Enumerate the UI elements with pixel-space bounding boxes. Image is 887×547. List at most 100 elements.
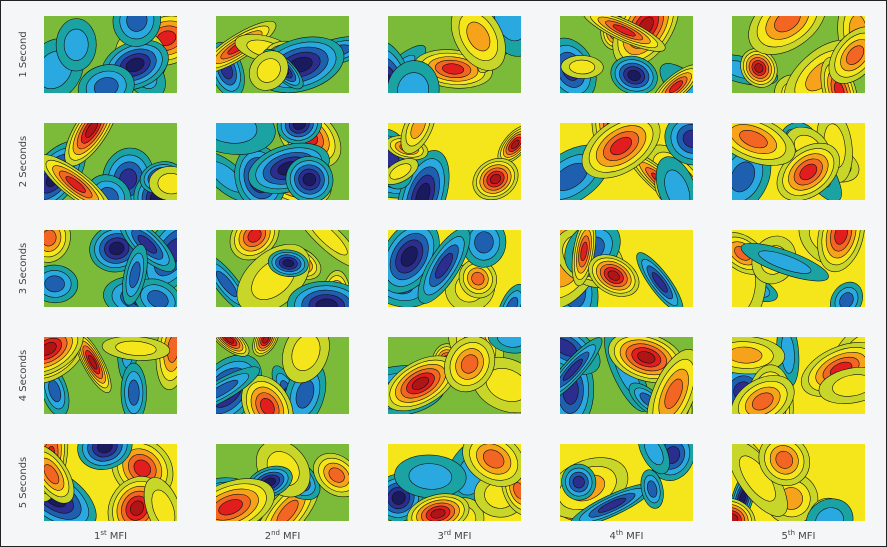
contour-band [460,354,479,374]
contour-map [216,16,349,93]
col-number: 1 [94,531,100,542]
contour-band [130,500,145,516]
contour-band [291,337,321,371]
contour-band [44,342,57,356]
contour-band [44,464,60,485]
contour-map [560,230,693,307]
contour-map [216,337,349,414]
contour-band [805,498,854,521]
col-unit: MFI [454,531,471,542]
contour-band [88,354,98,370]
contour-map [388,444,521,521]
contour-band [397,72,429,93]
contour-band [157,172,177,195]
contour-band [127,379,140,406]
contour-band [572,475,585,489]
contour-map [560,16,693,93]
contour-map [216,444,349,521]
contour-band [391,491,406,505]
contour-band [758,250,812,274]
contour-band [93,77,119,93]
contour-band [607,270,620,281]
contour-band [216,123,258,144]
contour-map [216,123,349,200]
contour-band [435,252,453,279]
contour-band [569,59,596,75]
contour-band [224,337,235,344]
col-suffix: th [616,529,623,537]
contour-band [415,182,431,200]
contour-band [471,271,485,286]
col-suffix: nd [271,529,280,537]
col-unit: MFI [798,531,815,542]
contour-map [44,123,177,200]
contour-band [262,337,270,344]
contour-band [839,292,854,307]
contour-band [125,57,145,73]
contour-band [732,161,756,193]
contour-map [388,123,521,200]
contour-map [560,337,693,414]
row-label: 1 Second [18,31,29,77]
contour-map [44,230,177,307]
contour-map [44,16,177,93]
contour-band [133,459,151,478]
contour-band [505,296,519,307]
contour-band [276,499,299,521]
contour-band [497,337,521,348]
contour-band [65,176,86,193]
contour-map [388,337,521,414]
col-label: 4th MFI [610,529,644,542]
contour-band [669,80,683,93]
contour-band [307,230,348,256]
col-number: 2 [265,531,271,542]
col-number: 3 [438,531,444,542]
contour-band [664,378,683,409]
contour-band [834,230,848,245]
contour-band [126,16,148,32]
contour-band [315,298,338,307]
contour-map [732,123,865,200]
contour-map [216,230,349,307]
contour-band [147,290,169,307]
contour-band [597,497,627,513]
contour-band [483,449,505,469]
col-label: 2nd MFI [265,529,301,542]
contour-band [612,24,636,37]
contour-map [732,230,865,307]
contour-band [732,513,739,521]
contour-band [754,63,764,73]
col-unit: MFI [283,531,300,542]
contour-band [775,450,794,469]
contour-map [388,230,521,307]
row-label: 2 Seconds [18,136,29,188]
contour-band [751,392,774,411]
contour-band [400,246,418,267]
contour-band [474,231,494,254]
contour-map [732,337,865,414]
contour-map [388,16,521,93]
contour-band [216,379,239,401]
contour-band [732,346,763,364]
contour-band [562,358,583,381]
contour-band [664,169,691,200]
contour-map [732,16,865,93]
col-number: 5 [782,531,788,542]
col-suffix: rd [444,529,451,537]
col-unit: MFI [626,531,643,542]
contour-band [832,374,865,397]
contour-band [799,163,818,181]
contour-band [466,21,491,52]
contour-band [430,508,446,519]
row-label: 3 Seconds [18,243,29,295]
col-label: 5th MFI [782,529,816,542]
contour-band [627,69,641,81]
col-suffix: st [100,529,107,537]
contour-band [115,340,157,356]
contour-band [85,123,99,138]
contour-band [151,489,176,521]
contour-band [256,58,281,83]
col-suffix: th [788,529,795,537]
